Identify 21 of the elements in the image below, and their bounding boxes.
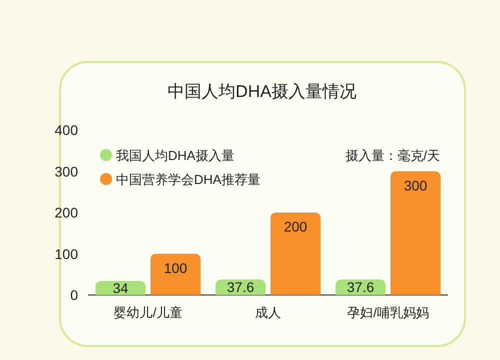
y-tick-label: 100 [54,246,78,262]
x-tick-label: 孕妇/哺乳妈妈 [347,305,429,320]
x-tick-label: 婴幼儿/儿童 [114,305,182,320]
data-label: 200 [284,218,308,234]
legend-label: 中国营养学会DHA推荐量 [116,172,260,187]
y-tick-label: 400 [54,122,78,138]
data-label: 100 [164,260,188,276]
annotation: 摄入量：毫克/天 [345,148,440,163]
y-tick-label: 300 [54,163,78,180]
data-label: 37.6 [226,279,254,296]
x-tick-label: 成人 [255,305,281,320]
data-label: 37.6 [346,279,374,296]
bar [270,212,320,295]
bar [390,171,440,295]
data-label: 34 [112,280,128,296]
y-tick-label: 200 [54,204,78,220]
y-tick-label: 0 [70,287,78,303]
data-label: 300 [404,177,428,194]
bar [150,254,200,295]
legend-label: 我国人均DHA摄入量 [116,148,234,163]
chart-title: 中国人均DHA摄入量情况 [168,82,356,101]
